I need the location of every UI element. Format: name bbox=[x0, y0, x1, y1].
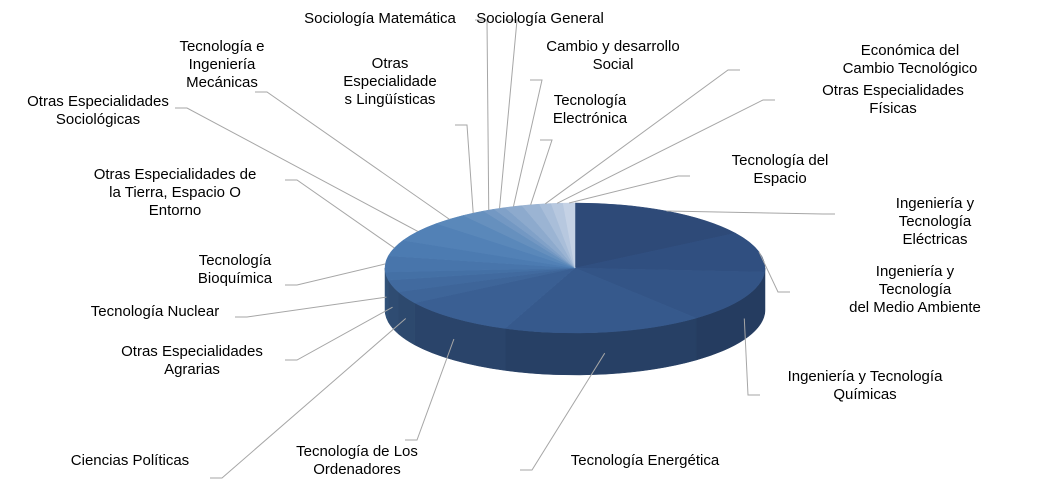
slice-label: Tecnología Bioquímica bbox=[197, 252, 273, 287]
leader-line bbox=[285, 263, 386, 286]
slice-label: Ingeniería y Tecnología Químicas bbox=[787, 368, 943, 403]
slice-label: Sociología Matemática bbox=[304, 10, 456, 27]
slice bbox=[413, 267, 576, 329]
leader-line bbox=[512, 79, 543, 207]
slice bbox=[574, 232, 766, 273]
slice-label: Ingeniería y Tecnología Eléctricas bbox=[895, 195, 975, 248]
slice bbox=[504, 267, 697, 334]
leader-line bbox=[530, 139, 553, 205]
leader-line bbox=[743, 318, 760, 396]
leader-line bbox=[285, 306, 393, 361]
slice-label: Otras Especialidades de la Tierra, Espac… bbox=[93, 166, 257, 219]
leader-line bbox=[285, 179, 395, 249]
slice-label: Sociología General bbox=[476, 10, 604, 27]
slice-label: Tecnología de Los Ordenadores bbox=[296, 443, 418, 478]
slice-label: Ciencias Políticas bbox=[70, 452, 190, 469]
leader-line bbox=[544, 69, 740, 205]
slice-label: Tecnología Energética bbox=[570, 452, 720, 469]
slice-label: Otras Especialidades Sociológicas bbox=[27, 93, 169, 128]
slice bbox=[574, 267, 765, 319]
leader-line bbox=[568, 175, 690, 204]
leader-line bbox=[175, 107, 419, 232]
slice-label: Tecnología e Ingeniería Mecánicas bbox=[179, 38, 265, 91]
leader-line bbox=[210, 318, 407, 479]
leader-line bbox=[475, 19, 490, 211]
slice bbox=[574, 202, 737, 269]
leader-line bbox=[499, 19, 518, 209]
slice-label: Económica del Cambio Tecnológico bbox=[842, 42, 978, 77]
leader-line bbox=[556, 99, 775, 204]
slice-label: Otras Especialidades Físicas bbox=[822, 82, 964, 117]
slice-label: Cambio y desarrollo Social bbox=[546, 38, 680, 73]
slice-label: Tecnología Electrónica bbox=[552, 92, 628, 127]
slice-label: Ingeniería y Tecnología del Medio Ambien… bbox=[849, 263, 981, 316]
slice-label: Otras Especialidades Agrarias bbox=[121, 343, 263, 378]
leader-line bbox=[520, 352, 606, 471]
leader-line bbox=[758, 251, 790, 293]
leader-line bbox=[235, 296, 387, 318]
slice-label: Otras Especialidade s Lingüísticas bbox=[343, 55, 437, 108]
leader-line bbox=[666, 210, 835, 215]
slice-label: Tecnología Nuclear bbox=[90, 303, 220, 320]
leader-line bbox=[255, 91, 450, 220]
leader-line bbox=[455, 124, 474, 214]
slice-label: Tecnología del Espacio bbox=[731, 152, 829, 187]
leader-line bbox=[405, 338, 455, 441]
